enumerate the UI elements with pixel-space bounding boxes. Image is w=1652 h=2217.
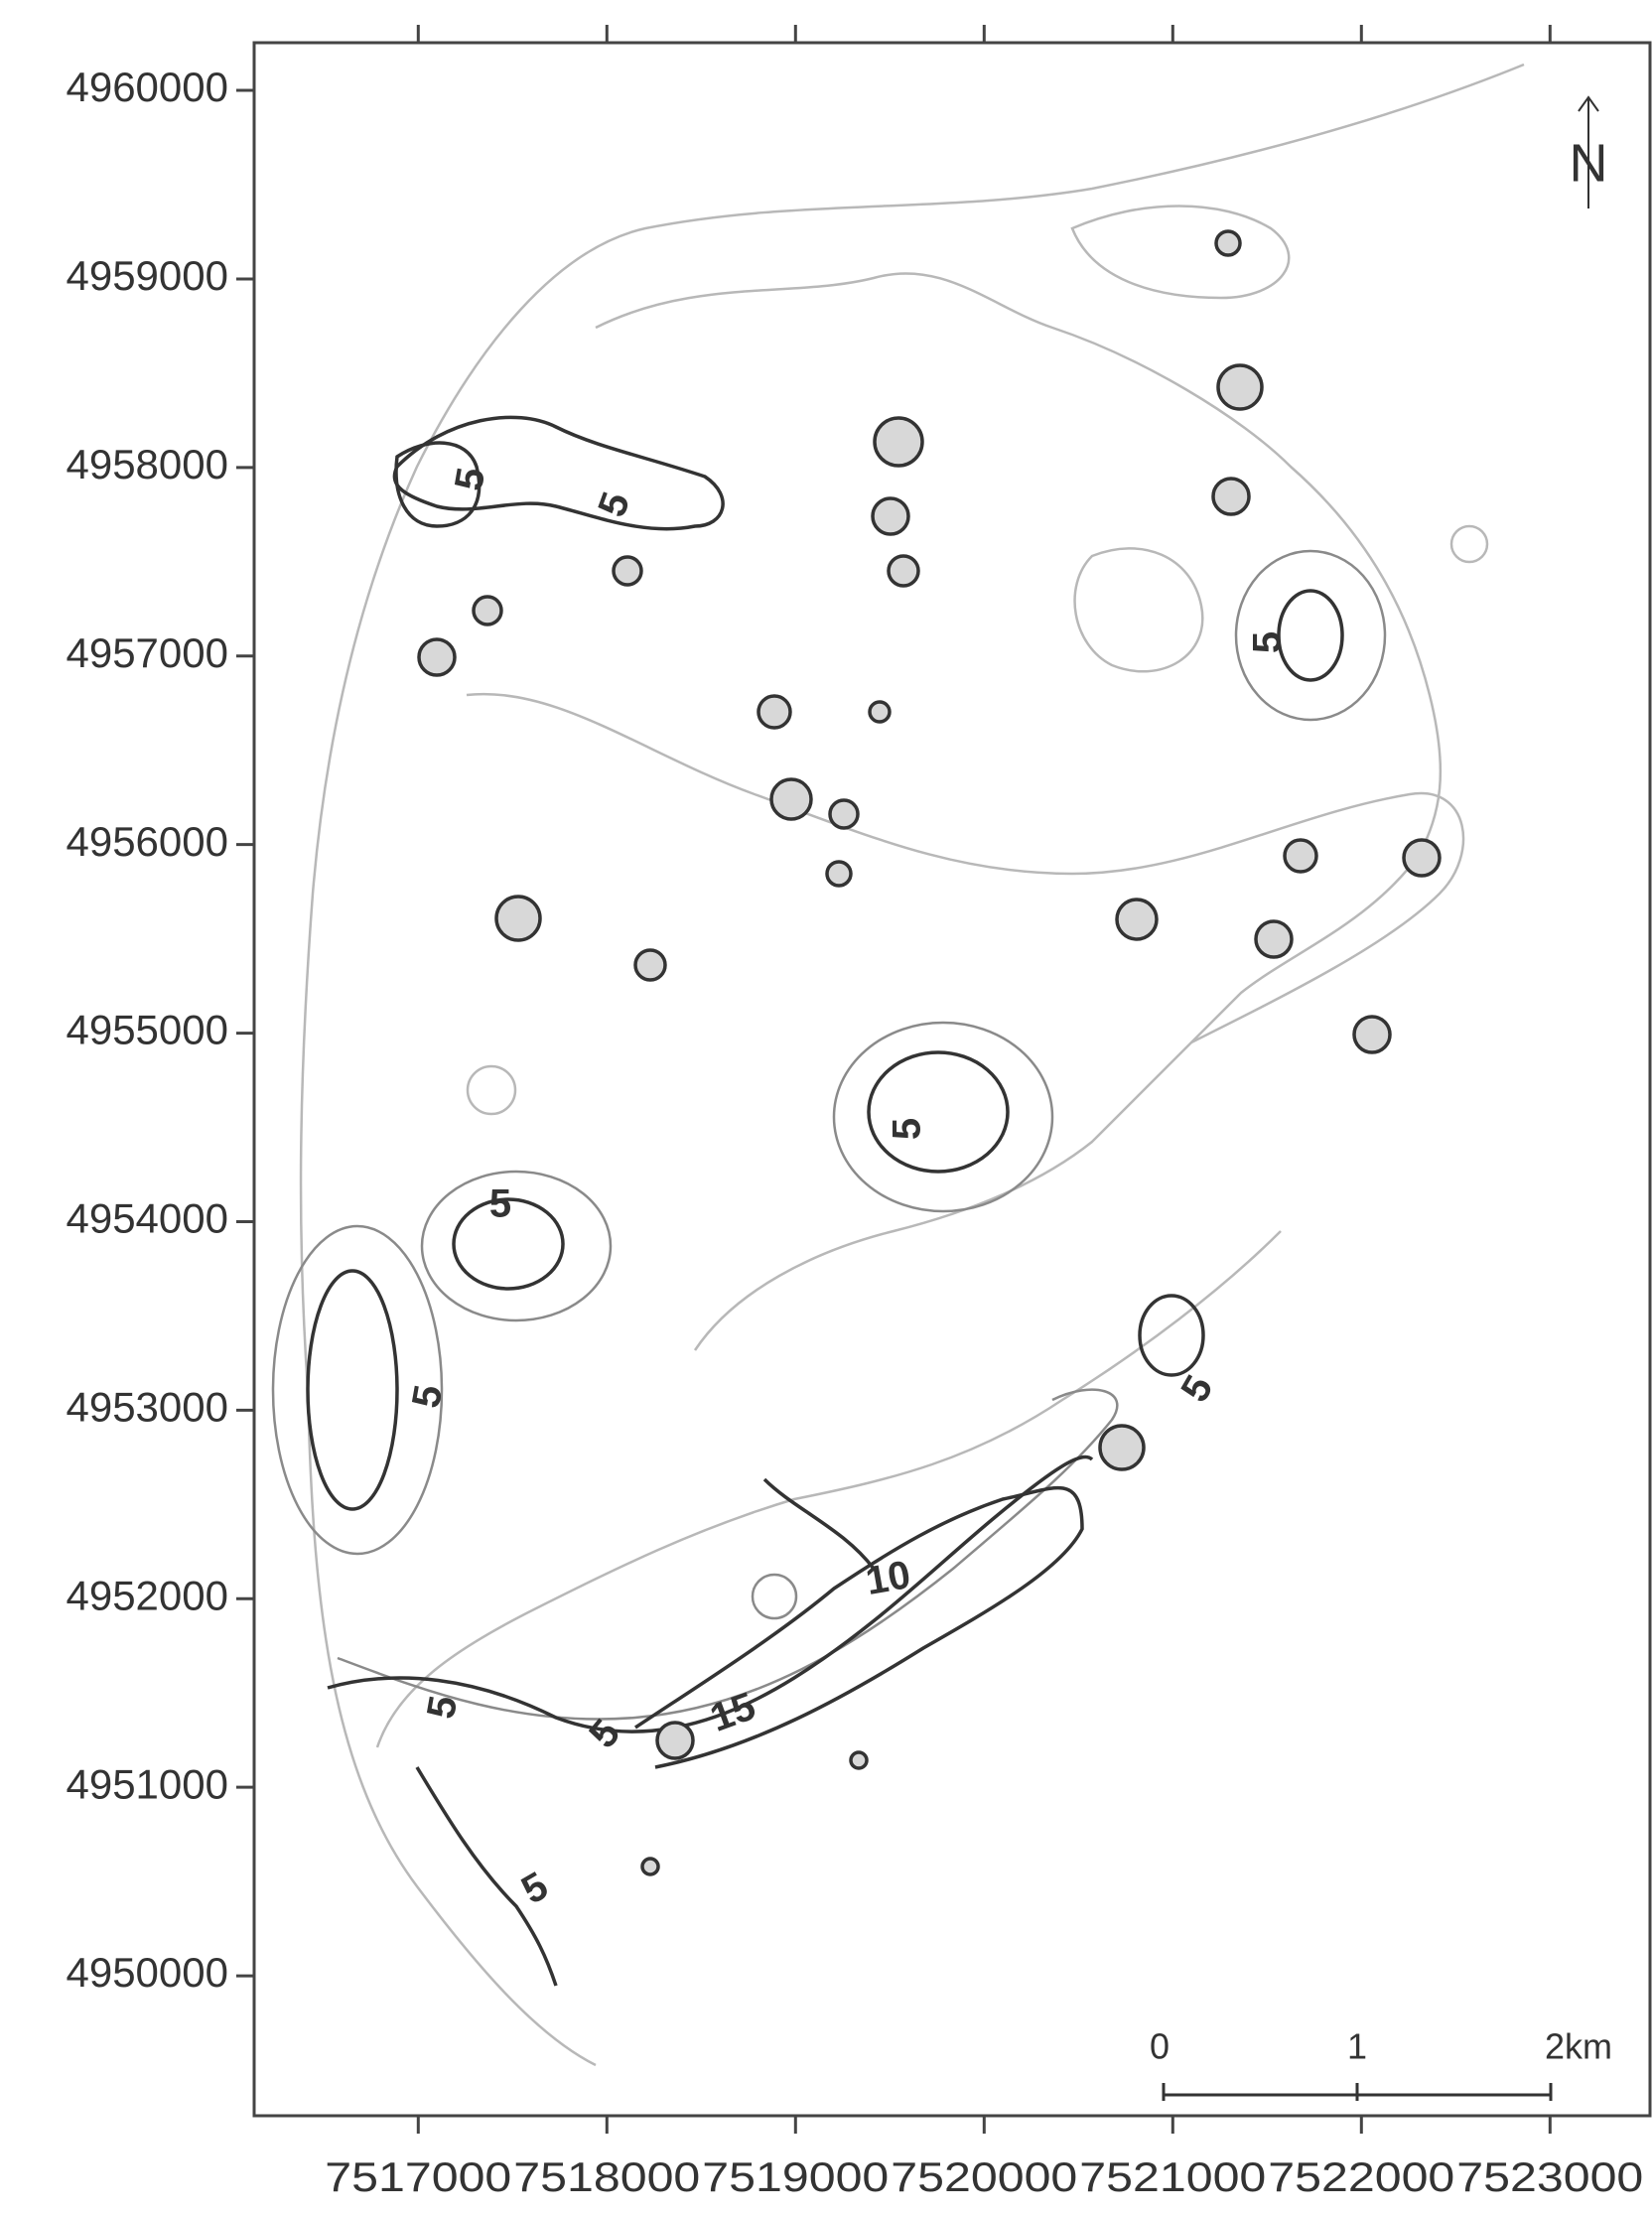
contour xyxy=(657,1723,693,1758)
scale-label: 1 xyxy=(1347,2026,1367,2067)
contour xyxy=(1218,365,1262,409)
contour xyxy=(870,702,890,722)
contour xyxy=(642,1859,658,1874)
x-tick-label: 7518000 xyxy=(513,2153,700,2200)
contour xyxy=(851,1752,867,1768)
contour xyxy=(474,597,501,624)
contour xyxy=(614,557,641,585)
y-tick-label: 4958000 xyxy=(66,441,228,487)
x-tick-label: 7517000 xyxy=(325,2153,511,2200)
map-frame xyxy=(254,43,1650,2116)
map: N 0 1 2km 751700075180007519000752000075… xyxy=(0,0,1652,2212)
contour xyxy=(873,498,908,534)
y-tick-label: 4960000 xyxy=(66,64,228,110)
contour xyxy=(1256,921,1292,957)
contour xyxy=(1404,840,1440,876)
scale-label: 2km xyxy=(1545,2026,1612,2067)
contour-label: 5 xyxy=(489,1182,511,1226)
contour xyxy=(771,779,811,819)
x-tick-label: 7520000 xyxy=(891,2153,1077,2200)
contour xyxy=(1216,231,1240,255)
page: N 0 1 2km 751700075180007519000752000075… xyxy=(0,0,1652,2212)
contour xyxy=(889,556,918,586)
contour xyxy=(1354,1017,1390,1052)
contour xyxy=(827,862,851,886)
contour xyxy=(830,800,858,828)
y-tick-label: 4950000 xyxy=(66,1949,228,1996)
y-tick-label: 4951000 xyxy=(66,1760,228,1807)
contour xyxy=(635,950,665,980)
y-tick-label: 4954000 xyxy=(66,1195,228,1242)
y-tick-label: 4952000 xyxy=(66,1572,228,1618)
contour xyxy=(496,897,540,940)
contour xyxy=(875,418,922,466)
contour xyxy=(758,696,790,728)
y-tick-label: 4956000 xyxy=(66,818,228,865)
contour xyxy=(1117,900,1157,939)
contour xyxy=(419,639,455,675)
x-tick-label: 7521000 xyxy=(1079,2153,1266,2200)
north-label: N xyxy=(1570,133,1608,193)
x-tick-label: 7519000 xyxy=(702,2153,889,2200)
contour-label: 5 xyxy=(886,1118,929,1140)
y-tick-label: 4953000 xyxy=(66,1383,228,1430)
contour-label: 10 xyxy=(863,1553,913,1603)
y-tick-label: 4955000 xyxy=(66,1007,228,1053)
scale-label: 0 xyxy=(1150,2026,1170,2067)
contour xyxy=(1100,1426,1144,1469)
contour xyxy=(1213,479,1249,514)
y-tick-label: 4957000 xyxy=(66,629,228,676)
contour-label: 5 xyxy=(1246,631,1290,653)
contour xyxy=(1285,840,1316,872)
x-tick-label: 7523000 xyxy=(1456,2153,1643,2200)
x-tick-label: 7522000 xyxy=(1268,2153,1454,2200)
y-tick-label: 4959000 xyxy=(66,252,228,299)
